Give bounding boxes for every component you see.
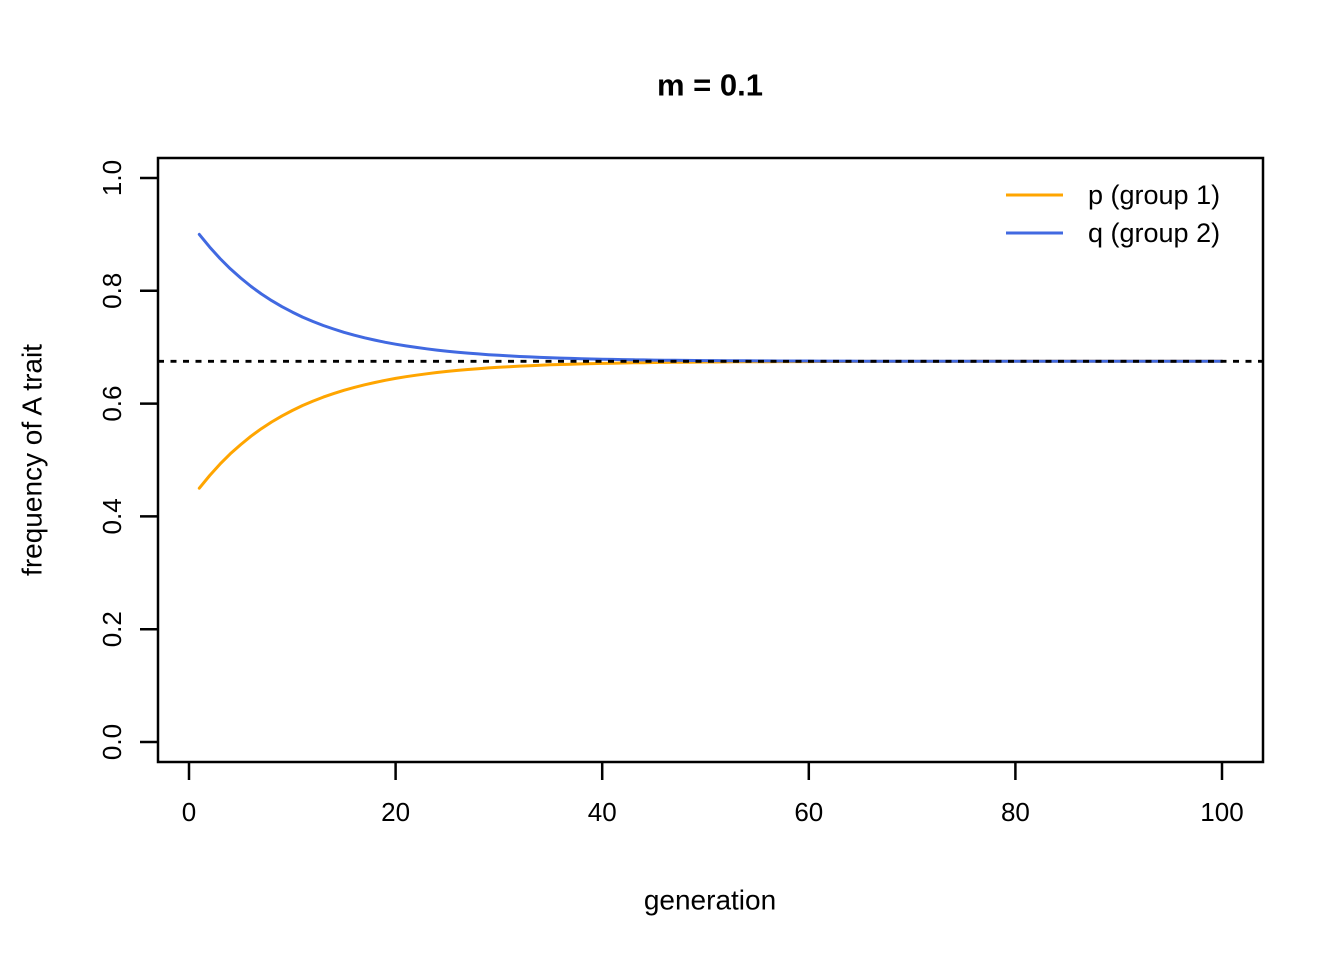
y-tick-label: 0.8 <box>97 273 127 309</box>
plot-box <box>156 156 1265 764</box>
x-tick-label: 20 <box>381 797 410 827</box>
y-tick-label: 1.0 <box>97 160 127 196</box>
legend-label-p: p (group 1) <box>1088 180 1220 210</box>
x-tick-label: 0 <box>182 797 196 827</box>
y-tick-label: 0.6 <box>97 386 127 422</box>
axes: 0 20 40 60 80 100 0.0 0.2 0.4 0.6 0.8 1.0 <box>97 156 1265 827</box>
y-tick-label: 0.2 <box>97 611 127 647</box>
chart-title: m = 0.1 <box>657 68 763 103</box>
x-tick-label: 40 <box>588 797 617 827</box>
series-line-1 <box>197 232 1224 363</box>
x-tick-label: 60 <box>794 797 823 827</box>
x-tick-label: 100 <box>1200 797 1243 827</box>
x-tick-label: 80 <box>1001 797 1030 827</box>
legend-label-q: q (group 2) <box>1088 218 1220 248</box>
y-axis-label: frequency of A trait <box>17 344 48 576</box>
series-line-0 <box>197 359 1224 490</box>
x-axis-label: generation <box>644 885 776 916</box>
y-tick-label: 0.4 <box>97 498 127 534</box>
legend: p (group 1) q (group 2) <box>1006 180 1220 248</box>
y-tick-label: 0.0 <box>97 724 127 760</box>
